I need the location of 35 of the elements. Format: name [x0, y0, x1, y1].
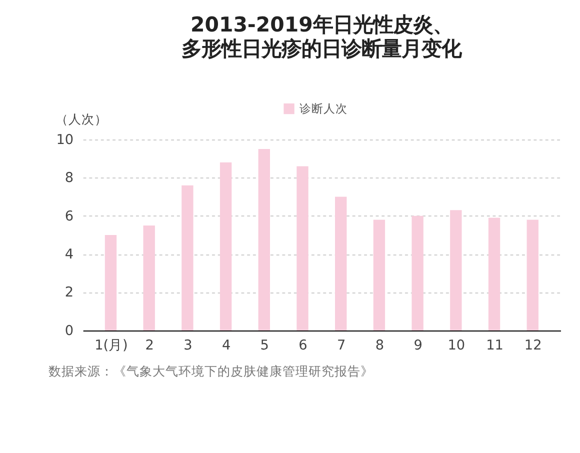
legend-label: 诊断人次 — [299, 102, 348, 116]
chart-subtitle: 多形性日光疹的日诊断量月变化 — [182, 36, 463, 61]
bar — [373, 220, 386, 331]
x-tick-label: 5 — [260, 338, 269, 354]
x-tick-label: 1(月) — [94, 338, 128, 354]
y-tick-label: 10 — [56, 132, 74, 148]
x-tick-label: 4 — [222, 338, 231, 354]
x-tick-label: 7 — [337, 338, 346, 354]
x-tick-label: 9 — [414, 338, 422, 354]
x-tick-label: 3 — [184, 338, 192, 354]
bar — [412, 216, 424, 331]
chart-title: 2013-2019年日光性皮炎、 — [190, 12, 453, 36]
bar — [220, 162, 232, 331]
source-note: 数据来源：《气象大气环境下的皮肤健康管理研究报告》 — [48, 363, 374, 378]
y-tick-label: 2 — [64, 284, 74, 301]
y-tick-label: 0 — [64, 322, 74, 339]
bar — [296, 166, 308, 331]
x-tick-label: 10 — [448, 338, 466, 354]
bar — [450, 210, 462, 331]
y-axis-title: （人次） — [55, 111, 108, 126]
bar — [488, 218, 500, 331]
bar — [104, 235, 117, 331]
x-tick-label: 2 — [145, 338, 154, 354]
y-tick-label: 8 — [64, 170, 74, 186]
x-tick-label: 8 — [375, 338, 384, 354]
x-tick-label: 12 — [524, 338, 542, 354]
bar — [143, 225, 155, 331]
x-tick-label: 6 — [298, 338, 308, 354]
bar — [182, 185, 194, 331]
y-tick-label: 6 — [64, 208, 74, 224]
bar — [526, 220, 538, 331]
bar — [335, 196, 347, 331]
y-tick-label: 4 — [64, 246, 74, 262]
x-tick-label: 11 — [486, 338, 504, 354]
bar — [258, 149, 270, 331]
